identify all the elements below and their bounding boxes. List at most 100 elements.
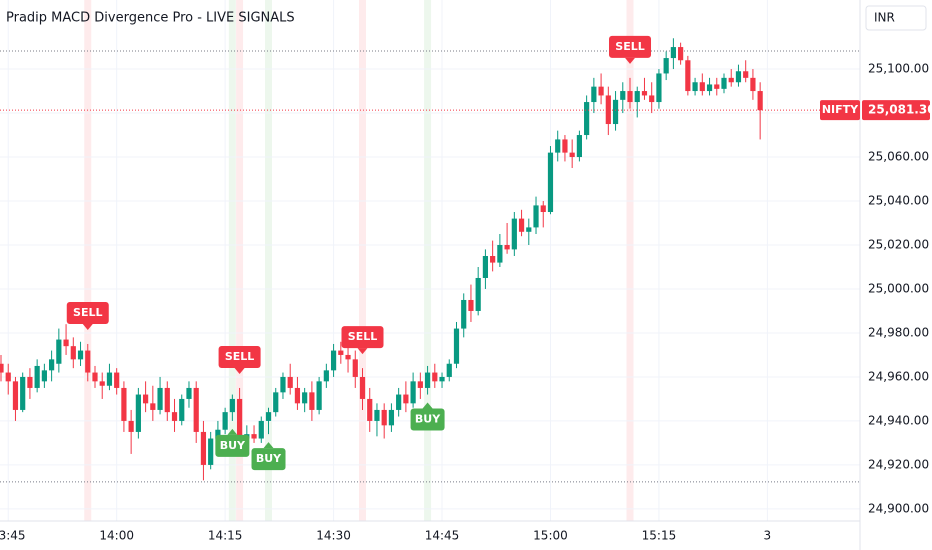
candle-body bbox=[34, 365, 40, 388]
candle-body bbox=[569, 152, 575, 158]
last-price-tag bbox=[862, 100, 930, 121]
signal-box bbox=[218, 345, 261, 368]
candle-body bbox=[649, 95, 655, 103]
candle-body bbox=[114, 372, 120, 388]
candle-body bbox=[121, 387, 127, 421]
signal-pointer bbox=[227, 428, 238, 435]
candle-body bbox=[663, 58, 669, 74]
symbol-tag bbox=[820, 100, 860, 121]
candle-body bbox=[728, 77, 734, 83]
candle-body bbox=[345, 354, 351, 360]
candle-body bbox=[63, 339, 69, 347]
signal-marker: SELL bbox=[609, 35, 652, 64]
candle-body bbox=[179, 398, 185, 421]
candle-body bbox=[439, 376, 445, 382]
candle-body bbox=[461, 299, 467, 329]
candle-body bbox=[511, 218, 517, 250]
signal-pointer bbox=[422, 402, 433, 409]
x-tick-label: 14:30 bbox=[316, 529, 351, 543]
signal-box bbox=[341, 326, 384, 349]
signal-band bbox=[84, 0, 92, 521]
x-tick-label: 14:00 bbox=[99, 529, 134, 543]
candle-body bbox=[128, 420, 134, 432]
candle-body bbox=[562, 139, 568, 153]
signal-label: SELL bbox=[225, 350, 254, 363]
last-price-label: 25,081.30 bbox=[868, 103, 932, 117]
candle-body bbox=[323, 370, 329, 382]
y-tick-label: 24,980.00 bbox=[868, 325, 929, 339]
signal-label: BUY bbox=[415, 413, 441, 426]
candle-body bbox=[699, 82, 705, 92]
candle-body bbox=[309, 392, 315, 410]
candle-body bbox=[251, 434, 257, 439]
currency-button[interactable] bbox=[865, 5, 927, 31]
candle-body bbox=[403, 394, 409, 404]
candle-body bbox=[475, 277, 481, 311]
candle-body bbox=[367, 398, 373, 421]
candle-body bbox=[432, 372, 438, 382]
x-tick-label: 13:45 bbox=[0, 529, 26, 543]
signal-marker: BUY bbox=[251, 442, 286, 471]
signal-band bbox=[359, 0, 366, 521]
signal-box bbox=[609, 35, 652, 58]
candle-body bbox=[446, 363, 452, 377]
signal-band bbox=[424, 0, 432, 521]
signal-marker: SELL bbox=[341, 326, 384, 355]
chart-title: Pradip MACD Divergence Pro - LIVE SIGNAL… bbox=[6, 11, 295, 26]
signal-label: SELL bbox=[615, 40, 644, 53]
candle-body bbox=[490, 255, 496, 263]
candle-body bbox=[417, 381, 423, 388]
signal-marker: SELL bbox=[218, 345, 261, 374]
candle-body bbox=[316, 381, 322, 410]
signal-box bbox=[410, 408, 445, 431]
candle-body bbox=[598, 86, 604, 96]
candle-body bbox=[374, 409, 380, 421]
candle-body bbox=[714, 84, 720, 89]
candle-body bbox=[656, 73, 662, 103]
y-tick-label: 25,020.00 bbox=[868, 237, 929, 251]
candle-body bbox=[620, 91, 626, 100]
candle-body bbox=[750, 77, 756, 92]
candle-body bbox=[605, 95, 611, 125]
candle-body bbox=[735, 71, 742, 83]
candle-body bbox=[410, 381, 416, 404]
currency[interactable]: INR bbox=[874, 11, 895, 25]
candle-body bbox=[721, 77, 727, 89]
signal-band bbox=[265, 0, 273, 521]
candle-body bbox=[634, 91, 640, 103]
x-tick-label: 14:15 bbox=[208, 529, 243, 543]
candle-body bbox=[20, 376, 26, 410]
signal-band bbox=[228, 0, 236, 521]
candle-body bbox=[236, 398, 243, 439]
candle-body bbox=[692, 82, 698, 92]
candle-body bbox=[540, 205, 546, 213]
candle-body bbox=[584, 102, 590, 136]
candle-body bbox=[381, 409, 387, 426]
candle-body bbox=[287, 376, 293, 388]
candle-body bbox=[49, 359, 55, 371]
signal-marker: BUY bbox=[410, 402, 445, 431]
candle-body bbox=[85, 350, 91, 373]
x-tick-label: 15:00 bbox=[533, 529, 568, 543]
candle-body bbox=[92, 372, 98, 382]
candle-body bbox=[396, 394, 402, 410]
y-tick-label: 24,960.00 bbox=[868, 369, 929, 383]
candle-body bbox=[576, 135, 582, 158]
plot-area: SELL BUY SELL BUY SELL BUY SELL bbox=[0, 0, 860, 521]
y-tick-label: 25,100.00 bbox=[868, 62, 929, 76]
candle-body bbox=[222, 412, 228, 430]
candle-body bbox=[482, 255, 489, 278]
candle-body bbox=[338, 350, 344, 355]
signal-band bbox=[626, 0, 634, 521]
candle-body bbox=[193, 387, 199, 432]
x-tick-label: 3 bbox=[764, 529, 772, 543]
candle-body bbox=[171, 412, 178, 421]
y-tick-label: 24,940.00 bbox=[868, 413, 929, 427]
candle-body bbox=[706, 84, 713, 92]
candle-body bbox=[12, 381, 19, 410]
candle-body bbox=[352, 359, 358, 377]
signal-label: SELL bbox=[73, 306, 102, 319]
